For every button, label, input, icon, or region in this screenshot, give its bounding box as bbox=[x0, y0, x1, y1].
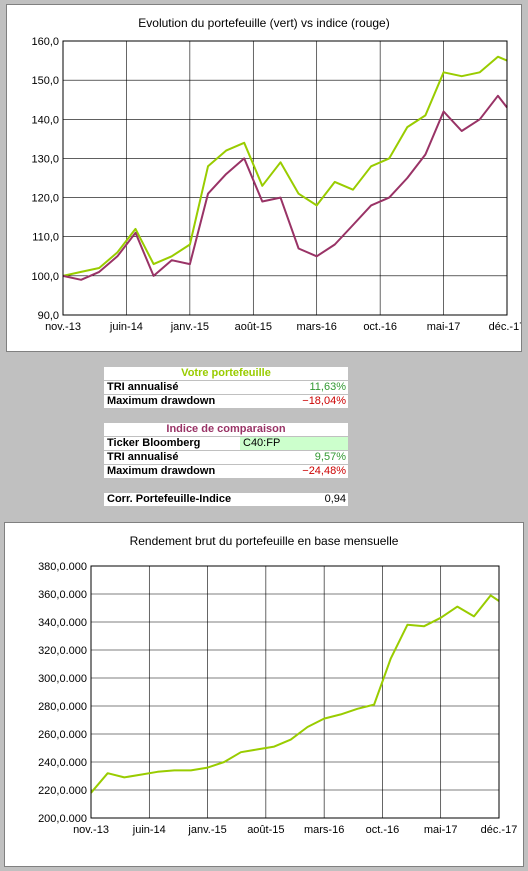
chart1-y-tick-label: 90,0 bbox=[38, 310, 59, 322]
monthly-return-chart-panel: Rendement brut du portefeuille en base m… bbox=[4, 522, 524, 867]
chart2-y-tick-label: 280,0.000 bbox=[38, 701, 87, 713]
chart1-series-0-line bbox=[62, 55, 508, 277]
chart1-title: Evolution du portefeuille (vert) vs indi… bbox=[138, 16, 389, 30]
portfolio-vs-index-chart-panel: Evolution du portefeuille (vert) vs indi… bbox=[6, 4, 525, 352]
chart1-y-tick-label: 160,0 bbox=[31, 36, 59, 48]
tri-value: 11,63% bbox=[309, 381, 347, 393]
chart1-x-tick-label: juin-14 bbox=[109, 321, 143, 333]
tri-label: TRI annualisé bbox=[107, 381, 179, 393]
chart2-x-tick-label: oct.-16 bbox=[366, 824, 400, 836]
chart2-x-tick-label: nov.-13 bbox=[73, 824, 109, 836]
chart1-x-tick-label: août-15 bbox=[235, 321, 272, 333]
chart1-y-tick-label: 100,0 bbox=[31, 271, 59, 283]
portfolio-header: Votre portefeuille bbox=[104, 367, 348, 380]
chart2-y-tick-label: 220,0.000 bbox=[38, 785, 87, 797]
chart2-y-tick-label: 340,0.000 bbox=[38, 617, 87, 629]
chart2-y-tick-label: 300,0.000 bbox=[38, 673, 87, 685]
ticker-row: Ticker Bloomberg C40:FP bbox=[104, 437, 348, 450]
chart2-x-tick-label: déc.-17 bbox=[481, 824, 518, 836]
portfolio-vs-index-chart: Evolution du portefeuille (vert) vs indi… bbox=[31, 16, 525, 333]
chart2-x-tick-label: août-15 bbox=[247, 824, 284, 836]
chart1-y-tick-label: 130,0 bbox=[31, 153, 59, 165]
chart1-y-tick-label: 140,0 bbox=[31, 114, 59, 126]
index-tri-value: 9,57% bbox=[314, 451, 346, 463]
chart2-y-tick-label: 360,0.000 bbox=[38, 589, 87, 601]
ticker-value: C40:FP bbox=[240, 437, 348, 450]
mdd-value: −18,04% bbox=[302, 395, 346, 407]
index-mdd-label: Maximum drawdown bbox=[107, 465, 216, 477]
chart2-plot-frame bbox=[90, 565, 500, 819]
correlation-row: Corr. Portefeuille-Indice 0,94 bbox=[104, 493, 348, 506]
ticker-label: Ticker Bloomberg bbox=[107, 437, 201, 449]
chart1-x-tick-label: janv.-15 bbox=[170, 321, 209, 333]
chart2-y-tick-label: 200,0.000 bbox=[38, 813, 87, 825]
chart1-x-tick-label: oct.-16 bbox=[363, 321, 397, 333]
chart1-y-tick-label: 120,0 bbox=[31, 193, 59, 205]
index-mdd-row: Maximum drawdown −24,48% bbox=[104, 465, 348, 478]
chart2-title: Rendement brut du portefeuille en base m… bbox=[130, 534, 399, 548]
chart2-y-tick-label: 380,0.000 bbox=[38, 561, 87, 573]
corr-label: Corr. Portefeuille-Indice bbox=[107, 493, 232, 505]
index-tri-row: TRI annualisé 9,57% bbox=[104, 451, 348, 464]
chart1-y-tick-label: 150,0 bbox=[31, 75, 59, 87]
portfolio-mdd-row: Maximum drawdown −18,04% bbox=[104, 395, 348, 408]
chart1-x-tick-label: mars-16 bbox=[297, 321, 337, 333]
chart2-y-tick-label: 240,0.000 bbox=[38, 757, 87, 769]
mdd-label: Maximum drawdown bbox=[107, 395, 216, 407]
portfolio-tri-row: TRI annualisé 11,63% bbox=[104, 381, 348, 394]
chart2-x-tick-label: mai-17 bbox=[424, 824, 458, 836]
chart2-series-0-line bbox=[90, 594, 500, 794]
chart1-series-1-line bbox=[62, 94, 508, 281]
chart1-x-tick-label: déc.-17 bbox=[489, 321, 521, 333]
index-mdd-value: −24,48% bbox=[302, 465, 346, 477]
chart1-x-tick-label: mai-17 bbox=[427, 321, 461, 333]
chart2-x-tick-label: janv.-15 bbox=[187, 824, 226, 836]
chart1-x-tick-label: nov.-13 bbox=[45, 321, 81, 333]
corr-value: 0,94 bbox=[324, 493, 346, 505]
index-header: Indice de comparaison bbox=[104, 423, 348, 436]
chart2-y-tick-label: 320,0.000 bbox=[38, 645, 87, 657]
monthly-return-chart: Rendement brut du portefeuille en base m… bbox=[38, 534, 518, 836]
index-tri-label: TRI annualisé bbox=[107, 451, 179, 463]
chart2-x-tick-label: mars-16 bbox=[304, 824, 344, 836]
chart1-plot-frame bbox=[62, 40, 508, 316]
chart2-x-tick-label: juin-14 bbox=[132, 824, 166, 836]
chart2-y-tick-label: 260,0.000 bbox=[38, 729, 87, 741]
chart1-y-tick-label: 110,0 bbox=[32, 232, 59, 244]
